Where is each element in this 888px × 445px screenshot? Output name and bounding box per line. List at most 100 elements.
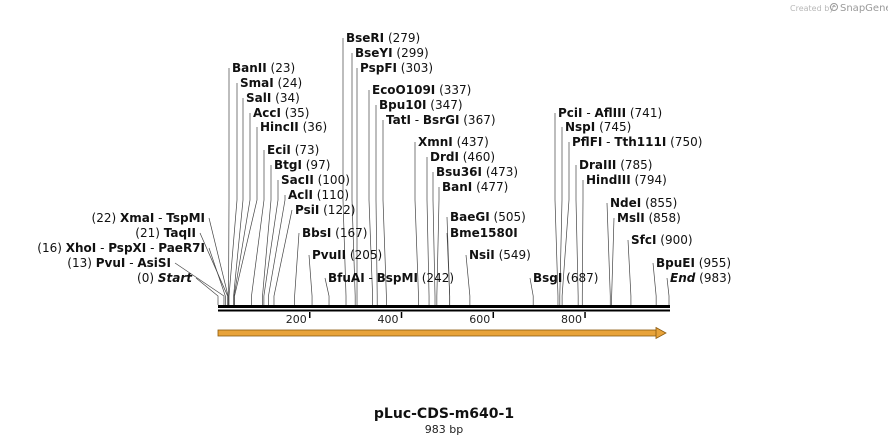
site-position: (35) — [281, 106, 309, 120]
site-enzyme-name: TaqII — [164, 226, 196, 240]
site-label-msli[interactable]: MslI (858) — [617, 211, 681, 225]
leader-line — [559, 127, 563, 305]
site-enzyme-name: BtgI — [274, 158, 302, 172]
site-separator: - — [154, 211, 166, 225]
site-enzyme-name: Bpu10I — [379, 98, 426, 112]
site-label-end[interactable]: End (983) — [670, 271, 731, 285]
site-position: (337) — [435, 83, 471, 97]
site-label-bsu36i[interactable]: Bsu36I (473) — [436, 165, 518, 179]
leader-line — [351, 53, 356, 305]
svg-text:400: 400 — [378, 313, 399, 326]
site-label-xhoi-pspxi-paer7i[interactable]: (16) XhoI - PspXI - PaeR7I — [37, 241, 205, 255]
site-label-xmai-tspmi[interactable]: (22) XmaI - TspMI — [92, 211, 205, 225]
leader-line — [436, 187, 440, 305]
site-label-ecii[interactable]: EciI (73) — [267, 143, 319, 157]
svg-text:Bpu10I (347): Bpu10I (347) — [379, 98, 463, 112]
site-label-bbsi[interactable]: BbsI (167) — [302, 226, 367, 240]
leader-line — [308, 254, 313, 305]
site-position: (299) — [393, 46, 429, 60]
scale-ticks: 200 400 600 800 — [286, 312, 586, 326]
site-label-pflfi-tth111i[interactable]: PflFI - Tth111I (750) — [572, 135, 702, 149]
site-position: (347) — [426, 98, 462, 112]
created-by-text: Created by — [790, 4, 834, 13]
site-position: (505) — [490, 210, 526, 224]
svg-text:NdeI (855): NdeI (855) — [610, 196, 677, 210]
site-enzyme-name: SacII — [281, 173, 314, 187]
site-label-tati-bsrgi[interactable]: TatI - BsrGI (367) — [386, 113, 496, 127]
site-label-baegi[interactable]: BaeGI (505) — [450, 210, 526, 224]
site-enzyme-name: EcoO109I — [372, 83, 435, 97]
site-label-bme1580i[interactable]: Bme1580I — [450, 226, 518, 240]
site-label-sali[interactable]: SalI (34) — [246, 91, 300, 105]
site-position: (23) — [267, 61, 295, 75]
site-enzyme-name: NspI — [565, 120, 595, 134]
site-label-xmni[interactable]: XmnI (437) — [418, 135, 489, 149]
svg-text:MslI (858): MslI (858) — [617, 211, 681, 225]
site-label-bsgi[interactable]: BsgI (687) — [533, 271, 598, 285]
site-enzyme-name: DrdI — [430, 150, 459, 164]
site-label-psii[interactable]: PsiI (122) — [295, 203, 355, 217]
site-label-nspi[interactable]: NspI (745) — [565, 120, 631, 134]
site-label-pcii-afliii[interactable]: PciI - AflIII (741) — [558, 106, 662, 120]
site-label-bseyi[interactable]: BseYI (299) — [355, 46, 429, 60]
site-enzyme-name: DraIII — [579, 158, 616, 172]
site-position: (900) — [656, 233, 692, 247]
site-label-taqii[interactable]: (21) TaqII — [135, 226, 196, 240]
site-label-nsii[interactable]: NsiI (549) — [469, 248, 531, 262]
site-label-bpuei[interactable]: BpuEI (955) — [656, 256, 731, 270]
site-label-pspfi[interactable]: PspFI (303) — [360, 61, 433, 75]
site-enzyme-name: HincII — [260, 120, 299, 134]
site-position: (22) — [92, 211, 120, 225]
site-label-draiii[interactable]: DraIII (785) — [579, 158, 652, 172]
svg-text:BanI (477): BanI (477) — [442, 180, 508, 194]
site-label-acli[interactable]: AclI (110) — [288, 188, 349, 202]
site-enzyme-name: Bme1580I — [450, 226, 518, 240]
site-label-pvui-asisi[interactable]: (13) PvuI - AsiSI — [67, 256, 171, 270]
site-label-bseri[interactable]: BseRI (279) — [346, 31, 420, 45]
leader-line — [575, 165, 579, 305]
svg-text:NsiI (549): NsiI (549) — [469, 248, 531, 262]
cds-feature-arrow[interactable] — [217, 326, 667, 340]
site-label-btgi[interactable]: BtgI (97) — [274, 158, 330, 172]
site-label-pvuii[interactable]: PvuII (205) — [312, 248, 382, 262]
site-label-hincii[interactable]: HincII (36) — [260, 120, 327, 134]
site-position: (855) — [641, 196, 677, 210]
site-label-sacii[interactable]: SacII (100) — [281, 173, 350, 187]
site-position: (97) — [302, 158, 330, 172]
site-label-hindiii[interactable]: HindIII (794) — [586, 173, 667, 187]
site-enzyme-name: End — [670, 271, 696, 285]
scale-tick: 600 — [469, 312, 495, 326]
site-label-bpu10i[interactable]: Bpu10I (347) — [379, 98, 463, 112]
site-enzyme-name: SmaI — [240, 76, 274, 90]
site-labels: BseRI (279)BseYI (299)PspFI (303) EcoO109… — [37, 31, 731, 285]
site-enzyme-name: Start — [158, 271, 193, 285]
site-separator: - — [411, 113, 423, 127]
site-label-smai[interactable]: SmaI (24) — [240, 76, 302, 90]
site-enzyme-name: BsrGI — [423, 113, 460, 127]
site-label-ndei[interactable]: NdeI (855) — [610, 196, 677, 210]
site-label-banii[interactable]: BanII (23) — [232, 61, 295, 75]
site-position: (473) — [482, 165, 518, 179]
site-position: (110) — [313, 188, 349, 202]
site-label-bfuai-bspmi[interactable]: BfuAI - BspMI (242) — [328, 271, 454, 285]
site-label-sfci[interactable]: SfcI (900) — [631, 233, 693, 247]
site-enzyme-name: AflIII — [594, 106, 626, 120]
leader-line — [368, 90, 373, 305]
site-position: (750) — [666, 135, 702, 149]
site-enzyme-name: MslI — [617, 211, 645, 225]
site-label-bani[interactable]: BanI (477) — [442, 180, 508, 194]
site-label-acci[interactable]: AccI (35) — [253, 106, 309, 120]
svg-text:BfuAI - BspMI (242): BfuAI - BspMI (242) — [328, 271, 454, 285]
leader-line — [195, 277, 219, 305]
leader-line — [465, 254, 471, 305]
svg-text:HincII (36): HincII (36) — [260, 120, 327, 134]
leader-line — [611, 217, 615, 305]
site-enzyme-name: BanI — [442, 180, 472, 194]
site-enzyme-name: AccI — [253, 106, 281, 120]
site-label-drdi[interactable]: DrdI (460) — [430, 150, 495, 164]
site-label-ecoo109i[interactable]: EcoO109I (337) — [372, 83, 471, 97]
leader-line — [382, 120, 387, 305]
site-position: (460) — [459, 150, 495, 164]
site-separator: - — [125, 256, 137, 270]
site-label-start[interactable]: (0) Start — [137, 271, 193, 285]
